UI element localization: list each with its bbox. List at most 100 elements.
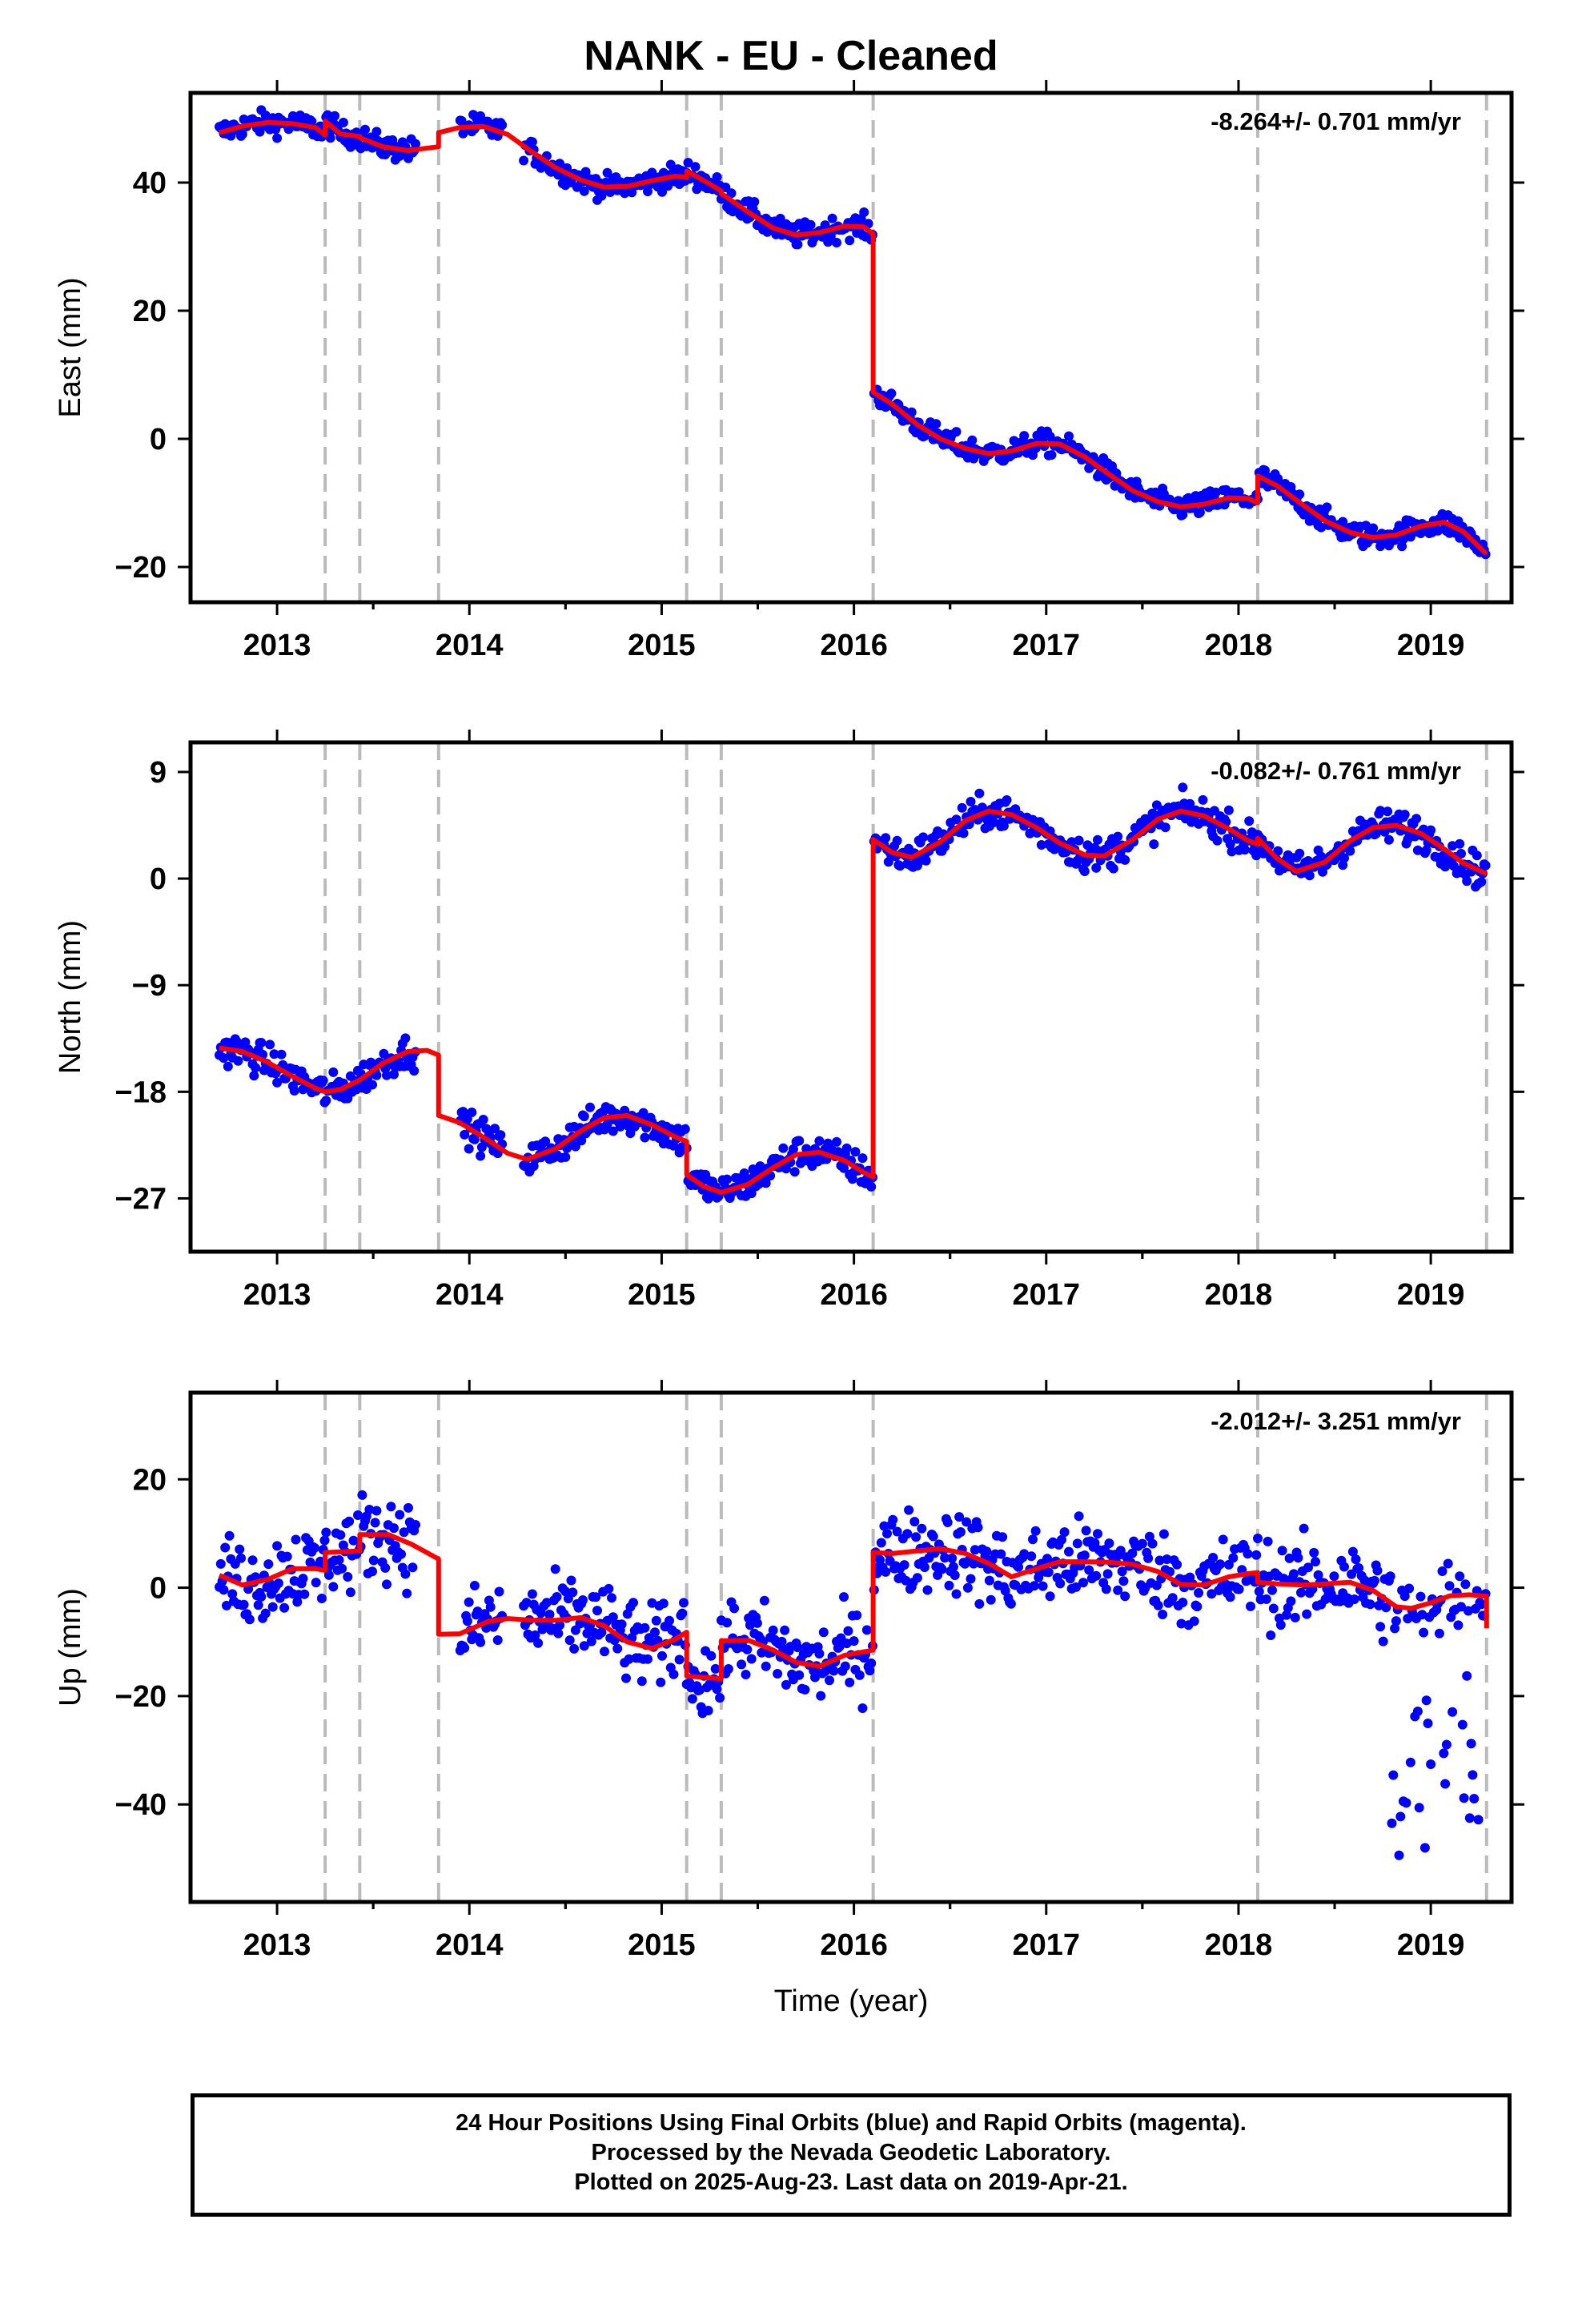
up-data-point xyxy=(1253,1534,1263,1543)
north-data-point xyxy=(739,1168,749,1178)
up-data-point xyxy=(861,1625,872,1635)
up-data-point xyxy=(564,1635,575,1646)
up-data-point xyxy=(1311,1557,1320,1567)
up-data-point xyxy=(1192,1602,1203,1612)
up-data-point xyxy=(527,1589,537,1599)
north-data-point xyxy=(1345,846,1355,856)
up-data-point xyxy=(1388,1770,1399,1780)
up-data-point xyxy=(273,1578,283,1588)
up-data-point xyxy=(335,1530,346,1540)
east-data-point xyxy=(1260,465,1270,476)
east-x-tick-label: 2015 xyxy=(628,629,696,662)
up-data-point xyxy=(550,1564,560,1574)
up-data-point xyxy=(882,1529,892,1538)
up-data-point xyxy=(460,1642,470,1653)
up-data-point xyxy=(608,1612,618,1622)
north-data-point xyxy=(579,1112,589,1122)
up-data-point xyxy=(1381,1602,1391,1613)
up-data-point xyxy=(1055,1578,1066,1589)
up-data-point xyxy=(876,1538,886,1548)
north-data-point xyxy=(1383,834,1394,845)
north-data-point xyxy=(400,1033,411,1043)
up-data-point xyxy=(579,1641,589,1651)
east-data-point xyxy=(411,139,420,149)
up-data-point xyxy=(492,1635,503,1645)
up-data-point xyxy=(694,1685,705,1695)
up-data-point xyxy=(741,1670,751,1679)
up-data-point xyxy=(1172,1559,1182,1570)
north-data-point xyxy=(951,814,962,825)
up-data-point xyxy=(998,1532,1008,1542)
north-data-point xyxy=(1185,798,1195,809)
up-data-point xyxy=(395,1510,405,1520)
up-data-point xyxy=(722,1618,733,1628)
up-data-point xyxy=(1014,1562,1023,1572)
up-data-point xyxy=(656,1677,666,1687)
up-data-point xyxy=(643,1654,652,1664)
up-data-point xyxy=(321,1527,331,1538)
up-data-point xyxy=(852,1610,862,1620)
north-data-points xyxy=(215,782,1491,1204)
up-data-point xyxy=(1441,1739,1452,1750)
east-data-point xyxy=(726,188,737,199)
up-data-point xyxy=(902,1529,913,1539)
up-data-point xyxy=(1074,1511,1084,1522)
north-data-point xyxy=(1066,837,1077,847)
up-data-point xyxy=(380,1562,391,1573)
north-data-point xyxy=(895,861,905,871)
up-data-point xyxy=(235,1544,245,1554)
up-data-point xyxy=(1102,1569,1113,1579)
north-data-point xyxy=(1411,814,1422,824)
up-data-point xyxy=(761,1661,771,1671)
up-data-point xyxy=(411,1520,420,1530)
north-data-point xyxy=(1120,854,1130,865)
up-data-point xyxy=(612,1643,623,1654)
north-data-point xyxy=(367,1080,377,1090)
up-data-point xyxy=(1385,1571,1395,1582)
north-data-point xyxy=(1476,877,1487,887)
north-data-point xyxy=(1462,876,1472,887)
up-data-point xyxy=(1313,1570,1323,1580)
up-data-point xyxy=(328,1582,339,1592)
north-data-point xyxy=(788,1144,798,1154)
up-data-point xyxy=(1468,1770,1478,1780)
up-data-point xyxy=(1208,1553,1219,1562)
up-data-point xyxy=(818,1627,829,1638)
up-x-tick-label: 2017 xyxy=(1013,1928,1081,1962)
north-data-point xyxy=(1074,835,1084,846)
up-data-point xyxy=(1290,1612,1300,1622)
north-data-point xyxy=(1273,846,1283,856)
east-y-tick-label: −20 xyxy=(115,551,167,585)
up-data-point xyxy=(1059,1527,1070,1538)
up-data-point xyxy=(1207,1589,1217,1599)
east-y-tick-label: 40 xyxy=(133,167,167,200)
up-data-point xyxy=(215,1558,226,1569)
up-data-point xyxy=(371,1506,382,1516)
north-data-point xyxy=(857,1153,868,1164)
up-data-point xyxy=(1460,1579,1471,1590)
up-data-point xyxy=(1395,1811,1406,1822)
up-data-point xyxy=(1303,1562,1313,1573)
north-data-point xyxy=(778,1143,789,1153)
up-data-point xyxy=(344,1516,355,1526)
up-data-point xyxy=(628,1598,638,1608)
up-data-point xyxy=(658,1598,669,1609)
up-data-point xyxy=(591,1592,601,1602)
up-data-point xyxy=(1045,1591,1055,1602)
up-data-point xyxy=(1127,1548,1138,1558)
north-data-point xyxy=(269,1049,279,1059)
up-data-point xyxy=(665,1615,674,1626)
up-data-point xyxy=(1215,1559,1226,1570)
up-data-point xyxy=(752,1618,762,1628)
north-data-point xyxy=(1304,870,1315,881)
up-data-point xyxy=(1289,1569,1299,1579)
east-data-point xyxy=(237,129,247,139)
east-data-point xyxy=(579,186,589,196)
up-data-point xyxy=(1296,1587,1306,1598)
east-data-point xyxy=(1295,489,1305,500)
up-y-tick-label: −20 xyxy=(115,1680,167,1714)
east-x-tick-label: 2013 xyxy=(243,629,311,662)
up-data-point xyxy=(970,1545,980,1555)
east-data-point xyxy=(1397,541,1407,552)
up-data-point xyxy=(1372,1566,1383,1576)
